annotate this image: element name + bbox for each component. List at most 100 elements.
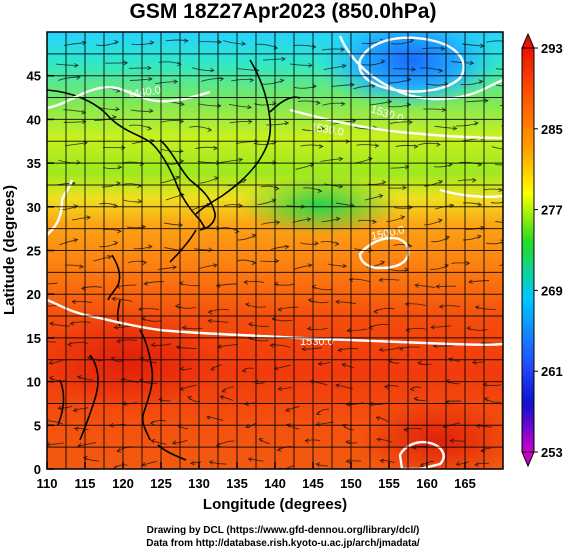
streamline-arrow <box>275 220 281 225</box>
streamline <box>59 239 78 246</box>
y-tick-label: 15 <box>27 331 41 346</box>
streamline <box>160 148 183 152</box>
streamline <box>420 67 443 72</box>
streamline-arrow <box>147 125 153 131</box>
streamline <box>123 199 142 203</box>
streamline-arrow <box>400 215 406 220</box>
streamline-arrow <box>368 325 374 330</box>
streamline <box>220 158 243 163</box>
streamline <box>260 260 279 262</box>
x-tick-label: 155 <box>378 476 400 491</box>
streamline-arrow <box>74 63 79 68</box>
streamline-arrow <box>341 63 347 69</box>
streamline-arrow <box>469 60 475 66</box>
streamline-arrow <box>372 219 378 225</box>
streamline <box>129 78 152 81</box>
streamline-arrow <box>308 62 313 68</box>
streamline-arrow <box>143 281 149 286</box>
streamline <box>302 347 323 350</box>
streamline <box>127 226 146 229</box>
streamline <box>198 264 217 270</box>
streamline-arrow <box>505 198 509 202</box>
streamline-arrow <box>409 386 415 392</box>
streamline-arrow <box>474 305 480 310</box>
streamline <box>278 306 299 311</box>
streamline-arrow <box>514 261 518 265</box>
streamline <box>364 194 383 201</box>
streamline-arrow <box>107 255 113 260</box>
streamline <box>468 280 490 283</box>
streamline-arrow <box>187 395 193 401</box>
streamline-arrow <box>435 284 441 289</box>
streamline <box>201 78 224 82</box>
y-tick-label: 10 <box>27 375 41 390</box>
streamline-arrow <box>175 175 181 181</box>
streamline-arrow <box>205 415 211 421</box>
streamline-arrow <box>114 39 119 45</box>
streamline <box>95 41 119 46</box>
streamline-arrow <box>348 277 354 283</box>
streamline-arrow <box>244 401 249 407</box>
streamline <box>261 79 284 85</box>
streamline-arrow <box>312 83 318 89</box>
streamline <box>116 284 137 288</box>
streamline-arrow <box>378 347 384 352</box>
streamline-arrow <box>274 258 280 264</box>
streamline-arrow <box>189 460 195 466</box>
streamline-arrow <box>179 158 185 164</box>
streamline <box>231 78 254 82</box>
streamline <box>294 85 317 89</box>
streamline-arrow <box>337 347 343 353</box>
streamline-arrow <box>116 448 122 453</box>
x-tick-label: 115 <box>75 476 96 491</box>
credits-drawing: Drawing by DCL (https://www.gfd-dennou.o… <box>146 525 420 536</box>
x-axis-ticks: 110 115 120 125 130 135 140 145 150 155 160 165 <box>37 462 476 491</box>
x-tick-label: 120 <box>112 476 134 491</box>
streamline <box>423 219 443 226</box>
streamline-arrow <box>79 264 84 269</box>
streamline-arrow <box>76 375 82 380</box>
streamline <box>417 142 441 146</box>
colorbar-label: 261 <box>541 364 563 379</box>
streamline-arrow <box>317 188 323 193</box>
streamline <box>229 120 252 124</box>
streamline-arrow <box>440 46 446 51</box>
streamline-arrow <box>378 194 384 199</box>
streamline-arrow <box>306 217 312 222</box>
streamline <box>362 60 385 66</box>
y-tick-label: 30 <box>27 200 41 215</box>
streamline-arrow <box>112 114 117 120</box>
streamline <box>261 221 280 225</box>
streamline-arrow <box>286 423 292 428</box>
streamline-arrow <box>73 426 79 432</box>
streamline-arrow <box>148 76 153 82</box>
streamline-arrow <box>219 395 225 400</box>
y-tick-label: 5 <box>34 418 41 433</box>
streamline-arrow <box>345 439 350 445</box>
streamline <box>49 322 71 327</box>
streamline-arrow <box>484 98 489 104</box>
streamline-arrow <box>241 368 247 373</box>
streamline-arrow <box>39 304 43 308</box>
streamline-arrow <box>149 420 155 426</box>
streamline <box>179 282 200 287</box>
streamline-arrow <box>213 145 219 151</box>
streamline-arrow <box>311 284 317 290</box>
streamline <box>308 299 329 304</box>
streamline-arrow <box>436 142 441 147</box>
streamline-arrow <box>67 342 72 347</box>
streamline-arrow <box>147 65 152 71</box>
streamline <box>165 193 184 201</box>
streamline-arrow <box>334 241 340 247</box>
streamline-arrow <box>47 442 51 447</box>
streamline <box>465 100 488 103</box>
streamline <box>358 219 377 223</box>
streamline-arrow <box>173 79 179 85</box>
streamline-arrow <box>221 388 227 393</box>
streamline-arrow <box>413 396 419 402</box>
streamline <box>161 120 184 123</box>
streamline <box>394 206 413 209</box>
streamline <box>272 318 293 322</box>
streamline <box>450 440 466 442</box>
streamline <box>195 146 218 150</box>
